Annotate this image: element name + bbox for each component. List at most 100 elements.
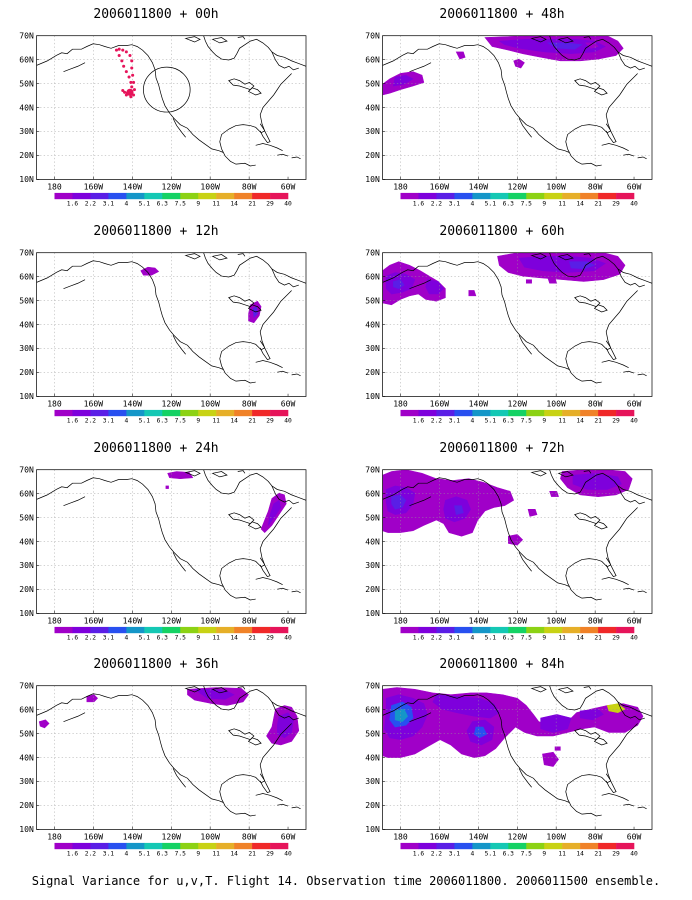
lat-tick-label: 20N — [19, 367, 34, 377]
variance-shade — [276, 712, 294, 739]
colorbar-swatch — [526, 842, 545, 850]
variance-shade — [425, 279, 444, 295]
colorbar-label: 29 — [266, 850, 274, 857]
colorbar-label: 9 — [542, 417, 546, 424]
variance-shade — [547, 277, 558, 284]
variance-shade — [473, 726, 488, 739]
observation-point — [130, 59, 134, 63]
map-plot-area — [382, 252, 652, 397]
lat-tick-label: 50N — [19, 728, 34, 738]
lat-tick-label: 70N — [19, 30, 34, 40]
colorbar-swatch — [580, 842, 599, 850]
colorbar-label: 14 — [576, 200, 584, 207]
colorbar-label: 2.2 — [85, 850, 97, 857]
colorbar-swatch — [454, 192, 473, 200]
observation-point — [121, 48, 125, 52]
colorbar-swatch — [180, 842, 199, 850]
map-frame — [382, 252, 653, 397]
colorbar-swatch — [180, 409, 199, 417]
colorbar-label: 3.1 — [449, 634, 461, 641]
colorbar-swatch — [234, 626, 253, 634]
colorbar-label: 2.2 — [431, 634, 443, 641]
lon-tick-label: 120W — [508, 831, 528, 841]
lon-tick-label: 160W — [84, 181, 104, 191]
variance-shade — [525, 279, 532, 284]
colorbar-swatch — [54, 842, 73, 850]
colorbar-label: 40 — [284, 200, 292, 207]
colorbar-swatch — [436, 626, 455, 634]
colorbar-swatch — [252, 842, 271, 850]
variance-shade — [165, 485, 169, 489]
variance-shade — [454, 505, 464, 515]
colorbar-label: 9 — [542, 200, 546, 207]
lat-tick-label: 40N — [365, 102, 380, 112]
colorbar-label: 21 — [594, 850, 602, 857]
colorbar-label: 7.5 — [175, 634, 187, 641]
lat-tick-label: 60N — [19, 704, 34, 714]
colorbar-swatch — [108, 626, 127, 634]
lon-tick-label: 180 — [47, 615, 62, 625]
lat-tick-label: 60N — [365, 488, 380, 498]
colorbar-swatch — [90, 842, 109, 850]
variance-shade — [468, 290, 477, 297]
map-plot-area — [382, 35, 652, 180]
lat-tick-label: 30N — [19, 560, 34, 570]
colorbar-label: 40 — [630, 634, 638, 641]
observation-point — [114, 48, 119, 52]
lon-tick-label: 100W — [546, 615, 566, 625]
map-panel-60h: 2006011800 + 60h 70N 60N 50N 40N 30N 20N 10N 18… — [352, 223, 653, 435]
lon-tick-label: 180 — [393, 615, 408, 625]
colorbar-label: 5.1 — [485, 417, 497, 424]
colorbar-swatch — [472, 409, 491, 417]
lat-tick-label: 40N — [365, 752, 380, 762]
colorbar-swatch — [108, 192, 127, 200]
map-plot: 70N 60N 50N 40N 30N 20N 10N 180 160W 140W 120W 100W… — [365, 464, 653, 641]
colorbar-label: 9 — [542, 634, 546, 641]
lon-tick-label: 120W — [162, 831, 182, 841]
lat-tick-label: 10N — [19, 824, 34, 834]
colorbar-label: 14 — [230, 417, 238, 424]
colorbar-swatch — [580, 409, 599, 417]
colorbar-swatch — [580, 192, 599, 200]
variance-shade — [540, 714, 572, 733]
lon-tick-label: 100W — [546, 398, 566, 408]
observation-point — [117, 53, 121, 58]
observation-point — [127, 75, 131, 79]
lat-tick-label: 20N — [365, 150, 380, 160]
colorbar-swatch — [252, 409, 271, 417]
lat-tick-label: 40N — [365, 319, 380, 329]
variance-shade — [542, 751, 559, 767]
colorbar-swatch — [54, 409, 73, 417]
colorbar-swatch — [616, 626, 635, 634]
lon-tick-label: 80W — [588, 398, 603, 408]
lon-tick-label: 100W — [200, 831, 220, 841]
colorbar-swatch — [198, 842, 217, 850]
colorbar-label: 6.3 — [503, 200, 515, 207]
colorbar-label: 6.3 — [503, 417, 515, 424]
observation-point — [120, 59, 124, 63]
lat-tick-label: 70N — [365, 30, 380, 40]
colorbar-label: 11 — [558, 634, 566, 641]
variance-shade — [167, 471, 194, 479]
lat-tick-label: 40N — [19, 319, 34, 329]
variance-shade — [86, 694, 98, 703]
observation-point — [131, 73, 135, 77]
colorbar-label: 7.5 — [521, 850, 533, 857]
lat-tick-label: 70N — [19, 680, 34, 690]
observation-point — [132, 88, 136, 92]
colorbar-swatch — [418, 842, 437, 850]
colorbar-label: 21 — [594, 634, 602, 641]
colorbar-label: 5.1 — [485, 634, 497, 641]
variance-shade — [498, 39, 606, 54]
lat-tick-label: 60N — [365, 54, 380, 64]
colorbar-label: 1.6 — [413, 200, 425, 207]
colorbar-swatch — [72, 626, 91, 634]
colorbar-label: 1.6 — [413, 850, 425, 857]
colorbar-swatch — [234, 409, 253, 417]
colorbar-label: 3.1 — [449, 417, 461, 424]
lat-tick-label: 40N — [19, 536, 34, 546]
colorbar-swatch — [562, 409, 581, 417]
colorbar-label: 40 — [630, 200, 638, 207]
colorbar-swatch — [616, 192, 635, 200]
map-frame — [36, 469, 307, 614]
